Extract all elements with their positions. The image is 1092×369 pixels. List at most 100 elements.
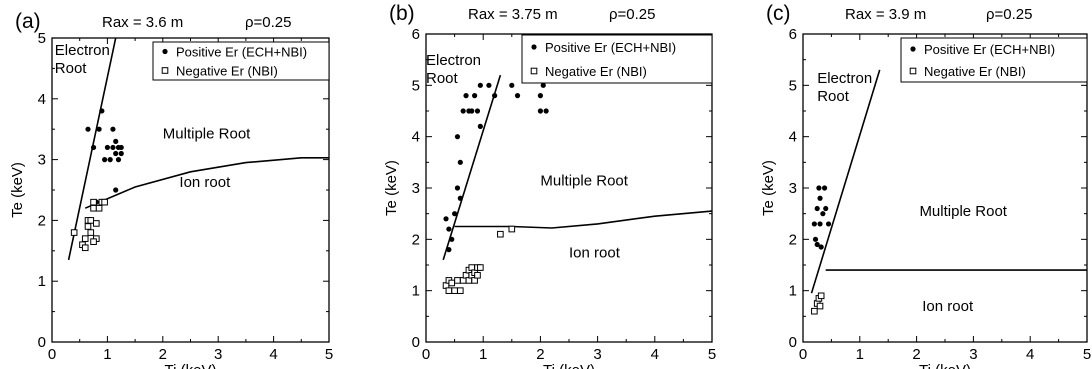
legend-marker bbox=[162, 48, 168, 55]
data-point bbox=[90, 204, 97, 212]
electron-root-boundary bbox=[810, 69, 881, 294]
data-point bbox=[477, 82, 483, 88]
data-point bbox=[492, 93, 498, 99]
data-point bbox=[814, 205, 820, 212]
series-positive-er bbox=[443, 82, 549, 253]
data-point bbox=[814, 241, 820, 248]
x-tick-label: 5 bbox=[325, 346, 333, 363]
legend: Positive Er (ECH+NBI) Negative Er (NBI) bbox=[152, 41, 330, 81]
chart-title: Rax = 3.9 m bbox=[845, 6, 926, 23]
legend-marker bbox=[910, 46, 916, 52]
legend: Positive Er (ECH+NBI) Negative Er (NBI) bbox=[900, 37, 1088, 83]
y-tick-label: 5 bbox=[38, 30, 46, 47]
data-point bbox=[102, 157, 108, 163]
panel-b: 0 1 2 3 4 5 0 1 2 3 4 5 6 Ti (keV) Te (keV) (b) Rax = 3.… bbox=[383, 2, 716, 369]
panel-label: (c) bbox=[766, 2, 791, 25]
x-tick-label: 1 bbox=[479, 346, 487, 363]
data-point bbox=[113, 150, 119, 157]
data-point bbox=[452, 211, 458, 217]
data-point bbox=[537, 93, 544, 99]
x-tick-label: 2 bbox=[912, 346, 920, 363]
data-point bbox=[472, 93, 478, 99]
annotation-electron: Electron bbox=[817, 70, 872, 87]
annotation-ion: Ion root bbox=[569, 244, 621, 261]
legend-entry: Positive Er (ECH+NBI) bbox=[924, 42, 1055, 57]
legend: Positive Er (ECH+NBI) Negative Er (NBI) bbox=[521, 34, 713, 84]
x-axis-label: Ti (keV) bbox=[919, 362, 971, 369]
y-tick-label: 1 bbox=[412, 283, 420, 300]
x-tick-label: 4 bbox=[1026, 346, 1034, 363]
data-point bbox=[817, 221, 823, 227]
x-tick-label: 2 bbox=[159, 346, 167, 363]
data-point bbox=[110, 126, 116, 132]
plot-area bbox=[810, 69, 1087, 315]
x-tick-label: 1 bbox=[103, 346, 111, 363]
y-tick-label: 5 bbox=[412, 77, 420, 94]
data-point bbox=[96, 126, 102, 132]
panel-a: 0 1 2 3 4 5 0 1 2 3 4 5 Ti (keV) Te (keV) (a) Rax = 3.6… bbox=[9, 10, 333, 369]
data-point bbox=[99, 108, 105, 114]
y-tick-label: 0 bbox=[789, 334, 797, 351]
data-point bbox=[818, 244, 824, 250]
y-tick-label: 4 bbox=[38, 91, 46, 108]
data-point bbox=[84, 223, 92, 230]
data-point bbox=[81, 244, 89, 252]
data-point bbox=[93, 220, 100, 227]
chart-title: Rax = 3.75 m bbox=[468, 6, 558, 23]
x-tick-label: 5 bbox=[708, 346, 716, 363]
x-tick-label: 2 bbox=[536, 346, 544, 363]
x-tick-label: 0 bbox=[48, 346, 56, 363]
y-tick-label: 2 bbox=[412, 231, 420, 248]
annotation-electron: Electron bbox=[55, 42, 110, 59]
data-point bbox=[110, 144, 116, 151]
data-point bbox=[463, 93, 469, 99]
data-point bbox=[811, 221, 817, 227]
y-axis-label: Te (keV) bbox=[383, 160, 400, 216]
rho-label: ρ=0.25 bbox=[986, 6, 1033, 23]
data-point bbox=[816, 302, 824, 310]
y-tick-label: 0 bbox=[412, 334, 420, 351]
data-point bbox=[825, 221, 832, 227]
legend-box bbox=[900, 37, 1088, 83]
legend-box bbox=[521, 34, 713, 84]
annotation-ion: Ion root bbox=[179, 174, 231, 191]
annotation-electron-line2: Root bbox=[817, 88, 850, 105]
data-point bbox=[454, 134, 461, 140]
electron-root-boundary bbox=[442, 74, 502, 261]
y-tick-label: 6 bbox=[412, 26, 420, 43]
series-negative-er bbox=[811, 292, 825, 315]
data-point bbox=[509, 82, 515, 88]
ion-root-boundary bbox=[84, 157, 329, 209]
x-tick-label: 3 bbox=[214, 346, 222, 363]
legend-marker bbox=[161, 67, 169, 74]
data-point bbox=[477, 264, 484, 271]
data-point bbox=[540, 82, 546, 88]
panel-c: 0 1 2 3 4 5 0 1 2 3 4 5 6 Ti (keV) Te (keV) (c) Rax = 3.… bbox=[760, 2, 1091, 369]
data-point bbox=[486, 82, 492, 88]
x-tick-label: 3 bbox=[969, 346, 977, 363]
data-point bbox=[118, 150, 124, 157]
data-point bbox=[104, 144, 110, 151]
legend-entry: Positive Er (ECH+NBI) bbox=[176, 45, 307, 60]
series-negative-er bbox=[442, 225, 516, 294]
data-point bbox=[460, 108, 466, 114]
data-point bbox=[85, 126, 91, 132]
data-point bbox=[113, 138, 119, 144]
y-tick-label: 0 bbox=[38, 334, 46, 351]
data-point bbox=[87, 229, 95, 236]
data-point bbox=[474, 271, 481, 279]
data-point bbox=[449, 236, 455, 242]
data-point bbox=[469, 108, 475, 114]
data-point bbox=[497, 230, 504, 238]
y-axis-label: Te (keV) bbox=[760, 160, 777, 216]
annotation-ion: Ion root bbox=[922, 298, 974, 315]
y-tick-label: 1 bbox=[789, 283, 797, 300]
data-point bbox=[113, 187, 119, 193]
data-point bbox=[90, 144, 97, 151]
x-tick-label: 4 bbox=[269, 346, 277, 363]
legend-marker bbox=[909, 67, 917, 75]
data-point bbox=[118, 144, 124, 151]
annotation-electron-line2: Root bbox=[426, 70, 459, 87]
data-point bbox=[514, 93, 521, 99]
